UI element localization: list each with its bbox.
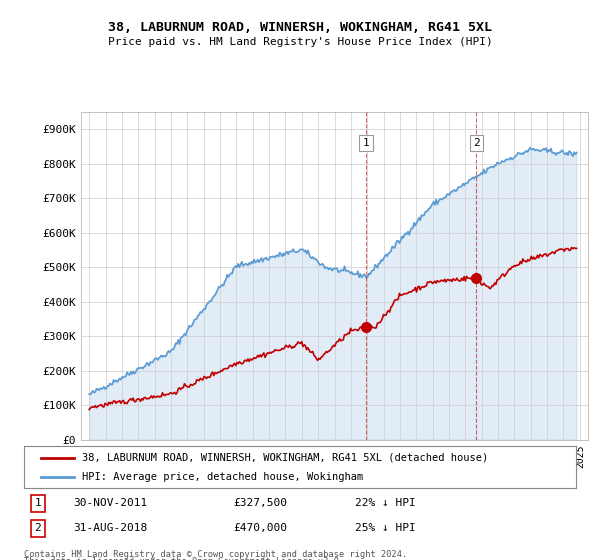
Text: HPI: Average price, detached house, Wokingham: HPI: Average price, detached house, Woki… [82,472,363,482]
Text: 38, LABURNUM ROAD, WINNERSH, WOKINGHAM, RG41 5XL (detached house): 38, LABURNUM ROAD, WINNERSH, WOKINGHAM, … [82,452,488,463]
Text: 25% ↓ HPI: 25% ↓ HPI [355,524,416,534]
Text: 2: 2 [473,138,479,148]
Text: 30-NOV-2011: 30-NOV-2011 [74,498,148,508]
Text: Price paid vs. HM Land Registry's House Price Index (HPI): Price paid vs. HM Land Registry's House … [107,37,493,47]
Text: £327,500: £327,500 [234,498,288,508]
Text: 22% ↓ HPI: 22% ↓ HPI [355,498,416,508]
Text: 1: 1 [362,138,369,148]
Text: 38, LABURNUM ROAD, WINNERSH, WOKINGHAM, RG41 5XL: 38, LABURNUM ROAD, WINNERSH, WOKINGHAM, … [108,21,492,34]
Text: 31-AUG-2018: 31-AUG-2018 [74,524,148,534]
Text: £470,000: £470,000 [234,524,288,534]
Text: Contains HM Land Registry data © Crown copyright and database right 2024.: Contains HM Land Registry data © Crown c… [24,550,407,559]
Text: 2: 2 [34,524,41,534]
Text: This data is licensed under the Open Government Licence v3.0.: This data is licensed under the Open Gov… [24,557,344,560]
Text: 1: 1 [34,498,41,508]
